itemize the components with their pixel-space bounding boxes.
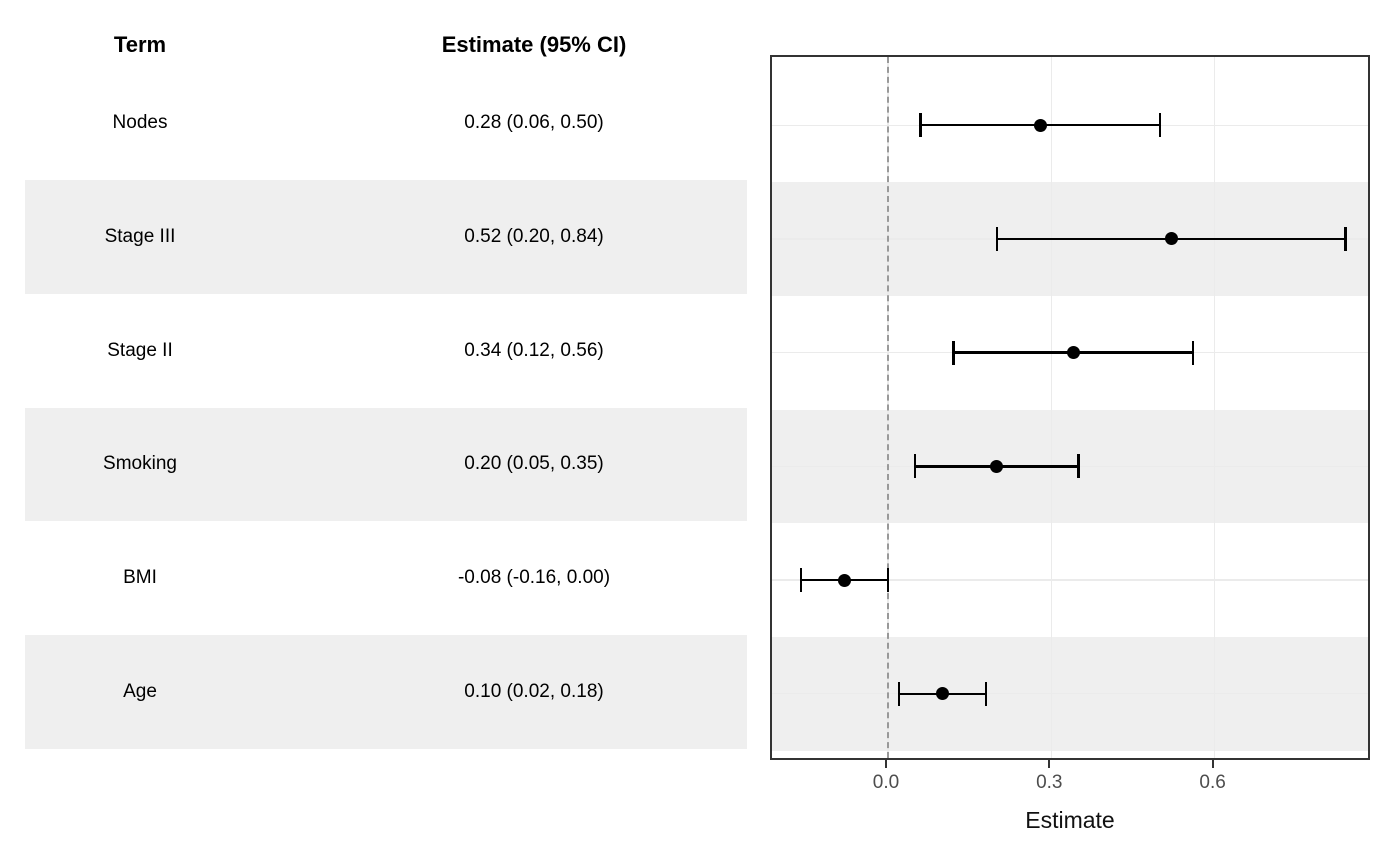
row-shading-band bbox=[25, 634, 747, 749]
ci-cap-upper bbox=[984, 681, 988, 706]
horizontal-gridline bbox=[772, 693, 1368, 695]
table-term-label: Age bbox=[123, 680, 157, 702]
point-estimate bbox=[935, 687, 949, 701]
table-term-label: Stage II bbox=[107, 339, 173, 361]
ci-cap-lower bbox=[897, 681, 901, 706]
x-axis-title: Estimate bbox=[1025, 807, 1115, 833]
table-estimate-value: 0.10 (0.02, 0.18) bbox=[464, 680, 604, 702]
table-term-label: Stage III bbox=[104, 225, 176, 247]
point-estimate bbox=[990, 459, 1004, 473]
table-term-label: Smoking bbox=[103, 453, 177, 475]
x-axis-tick bbox=[1211, 760, 1214, 768]
table-estimate-value: 0.20 (0.05, 0.35) bbox=[464, 453, 604, 475]
zero-reference-line bbox=[886, 57, 889, 758]
table-estimate-value: 0.28 (0.06, 0.50) bbox=[464, 112, 604, 134]
estimate-column-header: Estimate (95% CI) bbox=[441, 32, 627, 57]
ci-cap-upper bbox=[1158, 113, 1162, 138]
point-estimate bbox=[1066, 346, 1080, 360]
ci-cap-upper bbox=[1191, 340, 1195, 365]
ci-cap-lower bbox=[799, 568, 803, 593]
ci-cap-upper bbox=[886, 568, 890, 593]
vertical-gridline bbox=[1050, 57, 1052, 758]
ci-cap-lower bbox=[919, 113, 922, 138]
table-term-label: BMI bbox=[123, 567, 157, 589]
table-term-label: Nodes bbox=[112, 112, 168, 134]
x-axis-tick bbox=[884, 760, 887, 768]
row-shading-band bbox=[25, 180, 747, 294]
ci-cap-lower bbox=[995, 226, 999, 251]
row-shading-band bbox=[25, 407, 747, 522]
ci-cap-lower bbox=[913, 454, 917, 479]
point-estimate bbox=[1164, 232, 1178, 246]
vertical-gridline bbox=[1213, 57, 1216, 758]
x-axis-tick-label: 0.6 bbox=[1199, 772, 1226, 793]
term-column-header: Term bbox=[113, 32, 167, 57]
horizontal-gridline bbox=[772, 579, 1368, 581]
x-axis-tick bbox=[1048, 760, 1051, 768]
ci-cap-upper bbox=[1077, 454, 1080, 479]
table-estimate-value: -0.08 (-0.16, 0.00) bbox=[457, 567, 611, 589]
table-estimate-value: 0.52 (0.20, 0.84) bbox=[464, 225, 604, 247]
table-estimate-value: 0.34 (0.12, 0.56) bbox=[464, 339, 604, 361]
point-estimate bbox=[837, 573, 851, 587]
ci-cap-upper bbox=[1344, 226, 1347, 251]
forest-plot-panel bbox=[770, 55, 1370, 760]
x-axis-tick-label: 0.3 bbox=[1036, 772, 1063, 793]
ci-cap-lower bbox=[952, 340, 955, 365]
point-estimate bbox=[1033, 118, 1047, 132]
x-axis-tick-label: 0.0 bbox=[872, 772, 900, 793]
